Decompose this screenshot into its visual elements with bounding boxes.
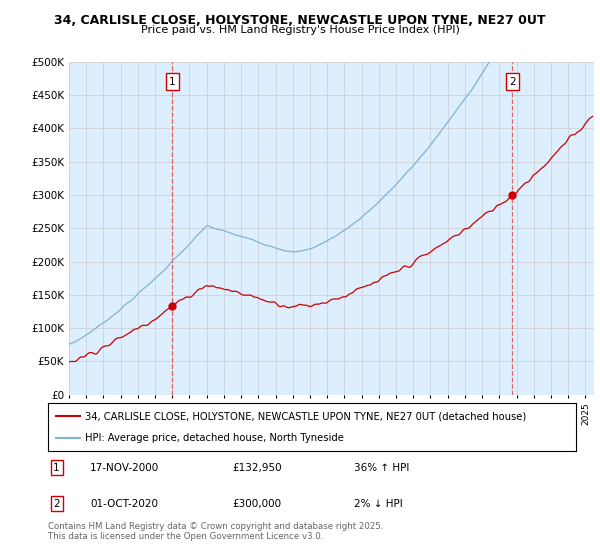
Text: HPI: Average price, detached house, North Tyneside: HPI: Average price, detached house, Nort… <box>85 433 344 443</box>
Text: 34, CARLISLE CLOSE, HOLYSTONE, NEWCASTLE UPON TYNE, NE27 0UT: 34, CARLISLE CLOSE, HOLYSTONE, NEWCASTLE… <box>54 14 546 27</box>
Text: 17-NOV-2000: 17-NOV-2000 <box>90 463 160 473</box>
Text: 34, CARLISLE CLOSE, HOLYSTONE, NEWCASTLE UPON TYNE, NE27 0UT (detached house): 34, CARLISLE CLOSE, HOLYSTONE, NEWCASTLE… <box>85 411 526 421</box>
Text: 1: 1 <box>169 77 176 87</box>
Text: 2: 2 <box>509 77 515 87</box>
Text: 2: 2 <box>53 499 60 509</box>
Text: 01-OCT-2020: 01-OCT-2020 <box>90 499 158 509</box>
Text: £132,950: £132,950 <box>233 463 283 473</box>
Text: 1: 1 <box>53 463 60 473</box>
Text: 2% ↓ HPI: 2% ↓ HPI <box>354 499 403 509</box>
Text: Contains HM Land Registry data © Crown copyright and database right 2025.
This d: Contains HM Land Registry data © Crown c… <box>48 522 383 542</box>
Text: Price paid vs. HM Land Registry's House Price Index (HPI): Price paid vs. HM Land Registry's House … <box>140 25 460 35</box>
Text: £300,000: £300,000 <box>233 499 282 509</box>
Text: 36% ↑ HPI: 36% ↑ HPI <box>354 463 410 473</box>
